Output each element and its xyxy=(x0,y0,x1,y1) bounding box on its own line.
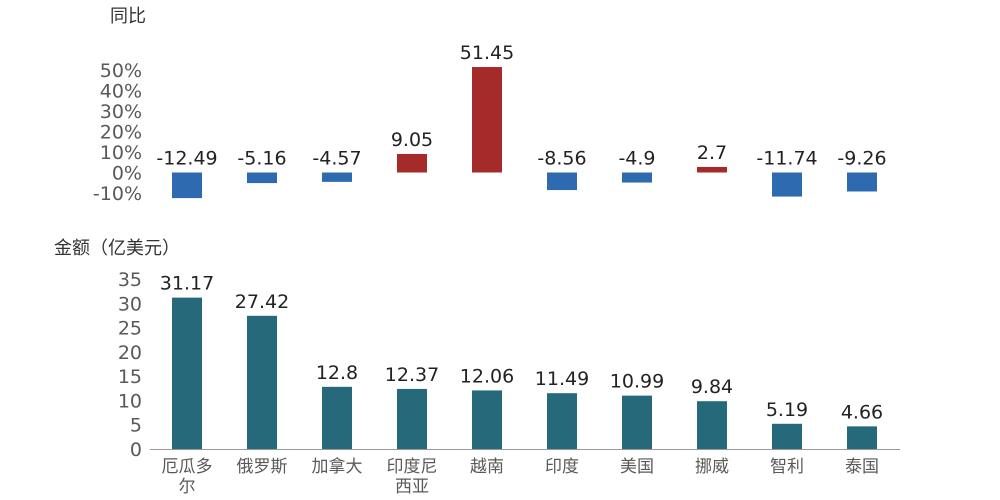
yoy-data-labels: -12.49 -5.16 -4.57 9.05 51.45 -8.56 -4.9 2.7 -11… xyxy=(156,42,886,169)
amount-data-label: 4.66 xyxy=(841,401,883,423)
yoy-y-tick-label: 50% xyxy=(100,60,142,82)
amount-bars xyxy=(172,297,877,449)
yoy-bar xyxy=(397,153,427,173)
amount-data-label: 12.06 xyxy=(460,365,514,387)
amount-y-tick-label: 0 xyxy=(130,439,142,461)
yoy-bar xyxy=(847,172,877,192)
amount-bar xyxy=(397,388,427,449)
amount-y-tick-label: 30 xyxy=(118,293,142,315)
amount-data-label: 27.42 xyxy=(235,291,289,313)
amount-data-label: 11.49 xyxy=(535,368,589,390)
yoy-data-label: -5.16 xyxy=(237,148,286,170)
yoy-data-label: 9.05 xyxy=(391,129,433,151)
amount-axis-title: 金额（亿美元） xyxy=(54,238,180,259)
category-label: 智利 xyxy=(770,457,804,477)
amount-data-label: 10.99 xyxy=(610,371,664,393)
yoy-data-label: -4.57 xyxy=(312,148,361,170)
yoy-y-tick-label: 0% xyxy=(112,163,142,185)
amount-bar xyxy=(847,426,877,449)
yoy-bar xyxy=(322,172,352,182)
yoy-data-label: -8.56 xyxy=(537,148,586,170)
category-label: 尔 xyxy=(179,477,196,497)
yoy-data-label: -12.49 xyxy=(156,148,217,170)
category-label: 美国 xyxy=(620,457,654,477)
amount-bar xyxy=(172,297,202,449)
amount-data-label: 5.19 xyxy=(766,399,808,421)
category-label: 越南 xyxy=(470,457,504,477)
category-label: 泰国 xyxy=(845,457,879,477)
yoy-bar xyxy=(247,172,277,184)
amount-bar xyxy=(697,401,727,449)
yoy-bar xyxy=(697,166,727,173)
yoy-data-label: -9.26 xyxy=(837,148,886,170)
category-label: 厄瓜多 xyxy=(162,457,213,477)
amount-data-label: 31.17 xyxy=(160,273,214,295)
amount-y-tick-label: 15 xyxy=(118,366,142,388)
amount-bar xyxy=(547,393,577,449)
category-label: 印度尼 xyxy=(387,457,438,477)
category-label: 加拿大 xyxy=(312,456,363,477)
yoy-y-ticks: -10%0%10%20%30%40%50% xyxy=(93,60,142,205)
amount-data-labels: 31.17 27.42 12.8 12.37 12.06 11.49 10.99 9.84 5.… xyxy=(160,273,883,424)
yoy-bar xyxy=(547,172,577,191)
amount-bar xyxy=(247,315,277,449)
yoy-data-label: -11.74 xyxy=(756,148,817,170)
category-label: 西亚 xyxy=(395,477,429,497)
yoy-change-chart: 同比 -10%0%10%20%30%40%50% -12.49 -5.16 -4.5… xyxy=(93,6,887,205)
yoy-data-label: -4.9 xyxy=(618,148,655,170)
amount-data-label: 12.8 xyxy=(316,362,358,384)
yoy-y-tick-label: 40% xyxy=(100,81,142,103)
yoy-bar xyxy=(772,172,802,197)
amount-y-tick-label: 5 xyxy=(130,415,142,437)
amount-data-label: 9.84 xyxy=(691,376,733,398)
amount-y-tick-label: 10 xyxy=(118,390,142,412)
yoy-data-label: 51.45 xyxy=(460,42,514,64)
yoy-data-label: 2.7 xyxy=(697,142,727,164)
amount-bar xyxy=(772,423,802,449)
yoy-y-tick-label: -10% xyxy=(93,183,142,205)
yoy-bar xyxy=(472,67,502,173)
category-label: 挪威 xyxy=(695,457,729,477)
amount-y-tick-label: 25 xyxy=(118,318,142,340)
amount-data-label: 12.37 xyxy=(385,364,439,386)
amount-bar xyxy=(472,390,502,449)
amount-bar xyxy=(322,386,352,449)
category-label: 俄罗斯 xyxy=(237,457,288,477)
yoy-y-tick-label: 30% xyxy=(100,101,142,123)
amount-bar xyxy=(622,395,652,449)
amount-y-tick-label: 35 xyxy=(118,269,142,291)
yoy-y-tick-label: 10% xyxy=(100,142,142,164)
yoy-y-tick-label: 20% xyxy=(100,122,142,144)
amount-y-tick-label: 20 xyxy=(118,342,142,364)
yoy-bar xyxy=(622,172,652,183)
yoy-bars xyxy=(172,67,877,199)
yoy-axis-title: 同比 xyxy=(110,6,146,27)
category-label: 印度 xyxy=(545,457,579,477)
yoy-bar xyxy=(172,172,202,199)
